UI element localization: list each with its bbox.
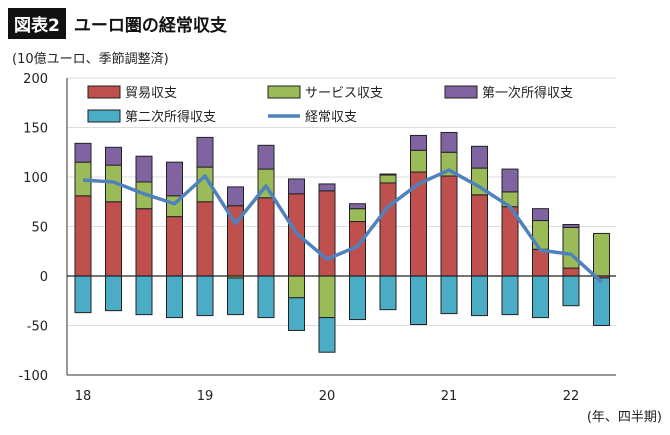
bar-segment — [410, 275, 427, 326]
bar-segment — [74, 142, 92, 163]
x-tick-label: 18 — [75, 389, 92, 404]
bar-segment — [471, 275, 488, 317]
x-tick-label: 20 — [319, 389, 336, 404]
y-tick-label: -50 — [27, 320, 48, 335]
bar-segment — [105, 275, 122, 312]
bar-segment — [257, 197, 275, 277]
bar-segment — [379, 173, 397, 176]
bar-segment — [593, 232, 610, 277]
bar-segment — [532, 275, 549, 319]
bar-segment — [105, 146, 122, 166]
bar-segment — [562, 267, 580, 277]
legend-swatch — [267, 85, 301, 99]
bar-segment — [166, 161, 183, 197]
bar-segment — [410, 134, 427, 151]
y-tick-label: 50 — [31, 221, 48, 236]
bar-segment — [349, 208, 366, 223]
figure-tag: 図表2 — [8, 8, 66, 39]
legend-label: サービス収支 — [305, 86, 383, 101]
bar-segment — [501, 275, 519, 316]
bar-segment — [379, 275, 397, 311]
bar-segment — [288, 275, 305, 299]
bar-segment — [288, 178, 305, 195]
y-tick-label: 100 — [23, 171, 48, 186]
x-tick-label: 19 — [197, 389, 214, 404]
bar-segment — [349, 275, 366, 321]
bar-segment — [349, 203, 366, 210]
bar-segment — [440, 175, 458, 277]
bar-segment — [135, 155, 153, 183]
bar-segment — [379, 174, 397, 184]
bar-segment — [471, 145, 488, 169]
y-tick-label: 0 — [40, 270, 48, 285]
bar-segment — [74, 275, 92, 314]
bar-segment — [318, 183, 336, 192]
chart-title: 図表2 ユーロ圏の経常収支 — [8, 8, 227, 39]
bar-segment — [135, 208, 153, 277]
legend-label: 第一次所得収支 — [482, 85, 573, 101]
bar-segment — [196, 275, 214, 317]
bar-segment — [471, 194, 488, 277]
bar-segment — [532, 248, 549, 277]
bar-segment — [227, 186, 244, 207]
bar-segment — [166, 216, 183, 277]
bar-segment — [257, 275, 275, 319]
bar-segment — [440, 275, 458, 315]
bar-segment — [227, 277, 244, 316]
legend-swatch — [87, 109, 121, 123]
bar-segment — [318, 275, 336, 319]
y-tick-label: -100 — [18, 369, 48, 384]
bar-segment — [318, 317, 336, 353]
bar-segment — [196, 201, 214, 277]
bar-segment — [318, 190, 336, 277]
bar-segment — [562, 224, 580, 228]
bar-segment — [166, 275, 183, 319]
legend-swatch — [444, 85, 478, 99]
legend-swatch — [87, 85, 121, 99]
unit-label: (10億ユーロ、季節調整済) — [12, 52, 169, 67]
bar-segment — [135, 275, 153, 316]
line-series — [82, 168, 603, 284]
bar-segment — [501, 168, 519, 193]
bar-segment — [410, 149, 427, 173]
legend-label: 経常収支 — [305, 110, 357, 125]
bar-segment — [562, 275, 580, 307]
title-text: ユーロ圏の経常収支 — [73, 16, 227, 36]
legend-label: 貿易収支 — [125, 86, 177, 101]
bar-segment — [532, 208, 549, 222]
bar-segment — [196, 136, 214, 168]
bar-segment — [105, 201, 122, 277]
legend-label: 第二次所得収支 — [125, 109, 216, 125]
bar-segment — [74, 195, 92, 277]
bar-segment — [288, 297, 305, 331]
bar-segment — [440, 131, 458, 153]
y-tick-label: 200 — [23, 72, 48, 87]
bar-segment — [257, 144, 275, 170]
x-axis-label: (年、四半期) — [587, 410, 662, 425]
bar-segment — [379, 182, 397, 277]
x-tick-label: 21 — [441, 389, 458, 404]
bar-segment — [562, 226, 580, 269]
x-tick-label: 22 — [563, 389, 580, 404]
bar-segment — [593, 277, 610, 327]
y-tick-label: 150 — [23, 122, 48, 137]
